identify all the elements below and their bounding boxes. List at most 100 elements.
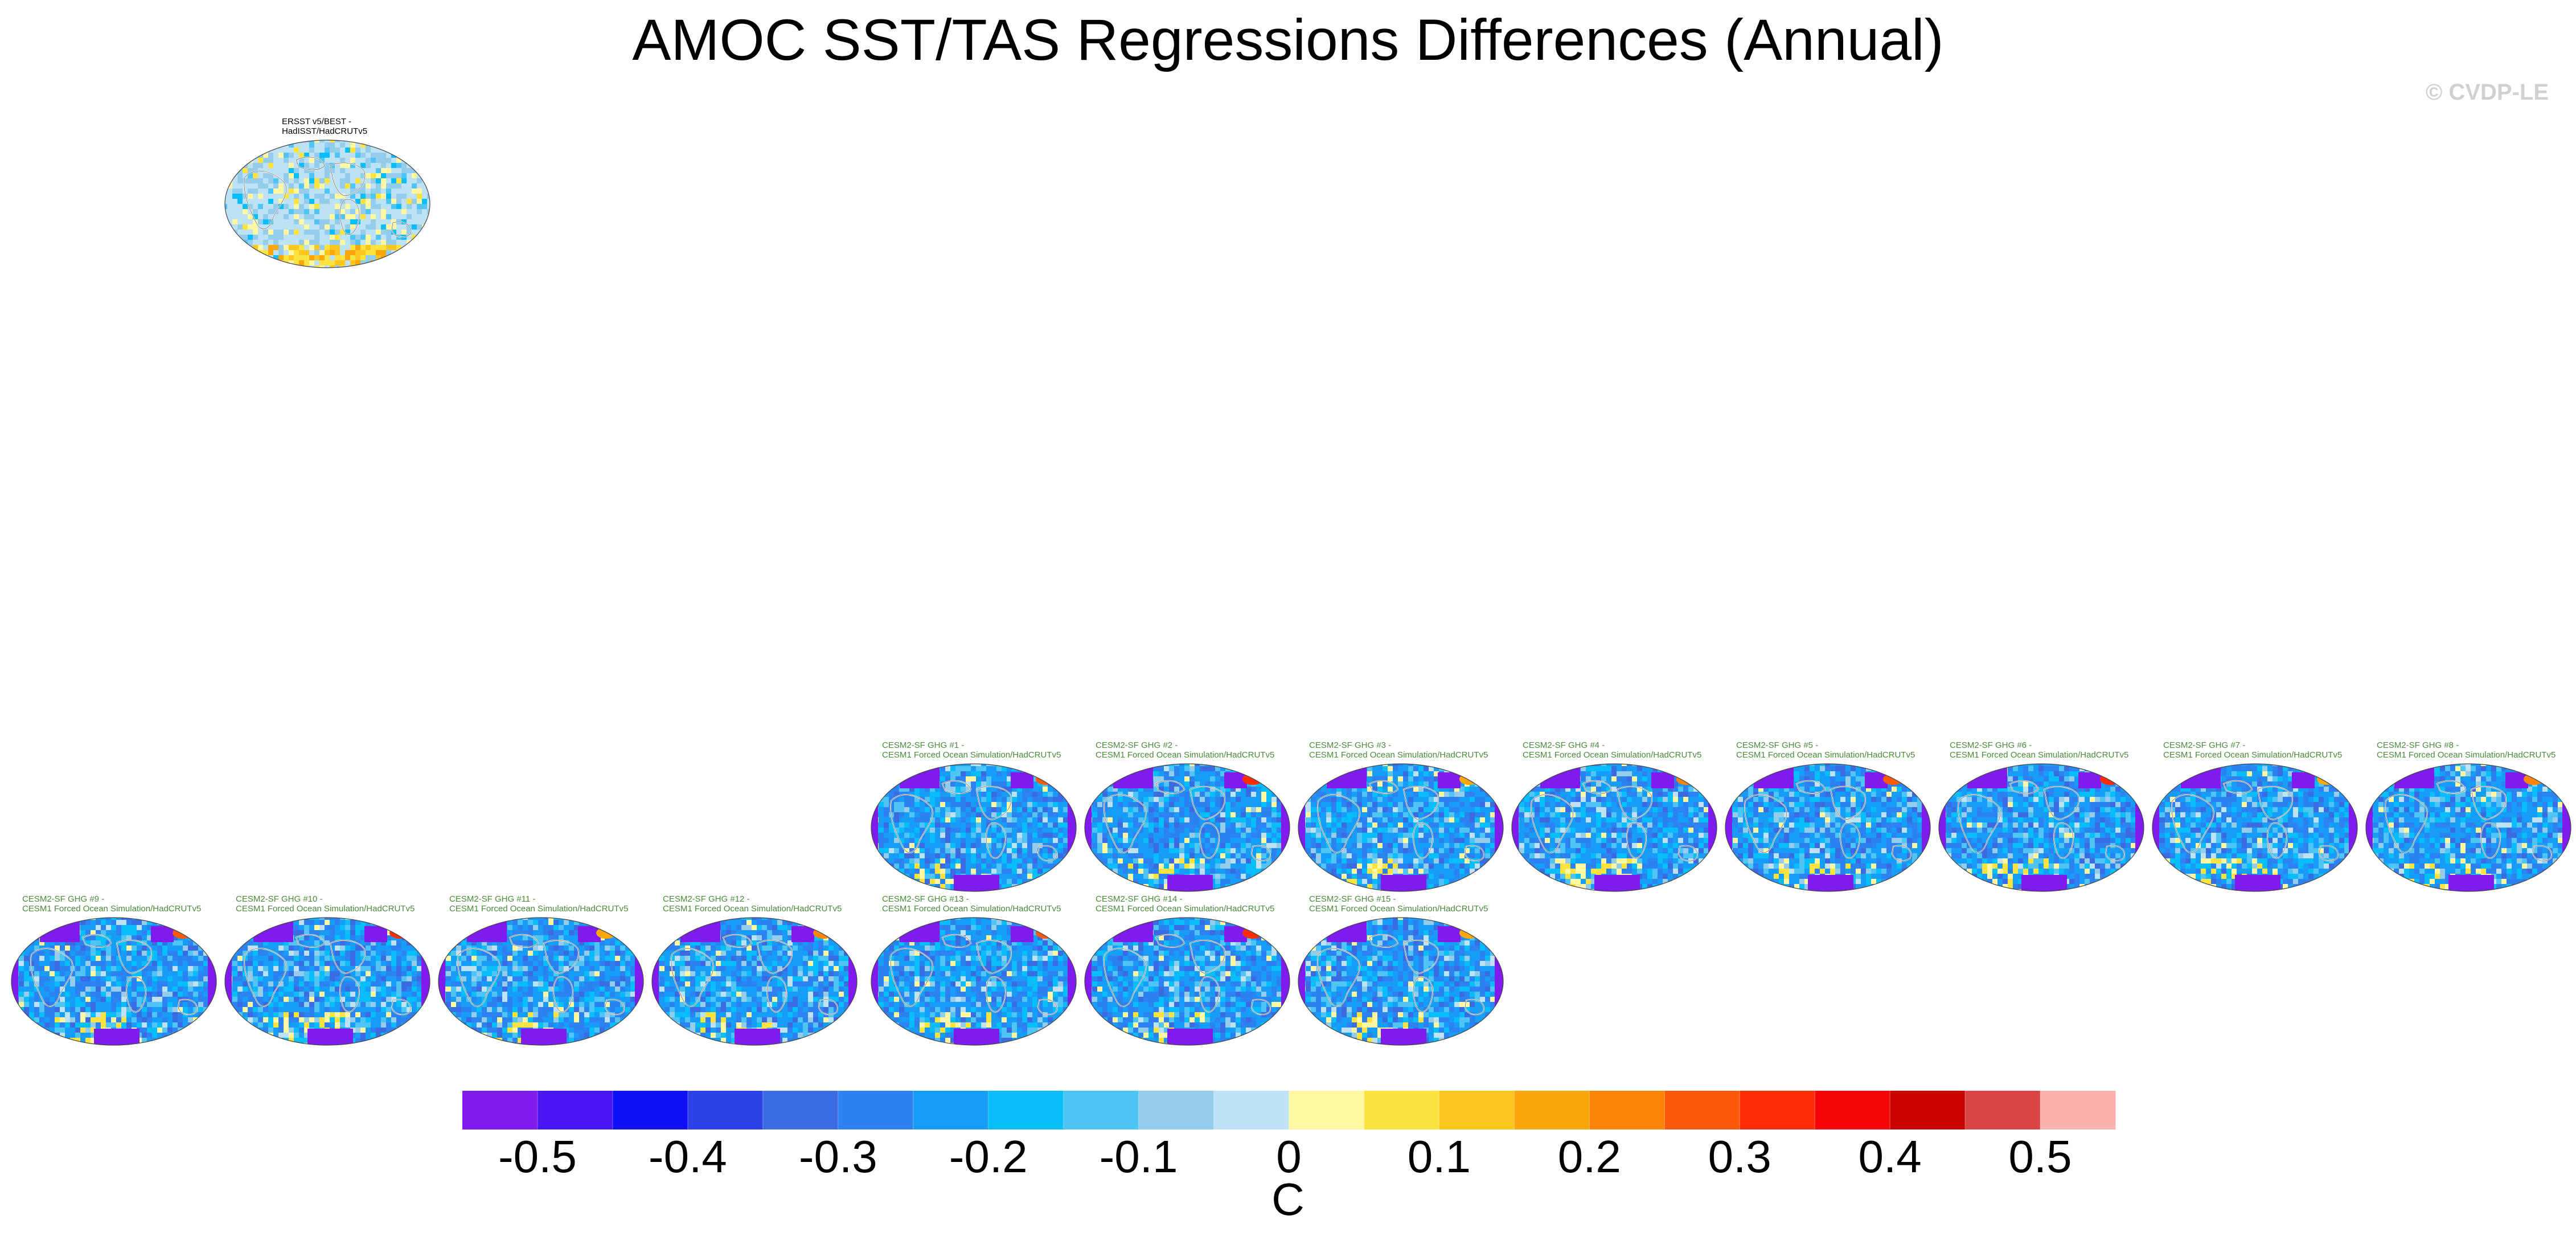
colorbar-tick-label: -0.1 [1099, 1131, 1178, 1182]
colorbar-tick-label: 0 [1276, 1131, 1302, 1182]
colorbar-units: C [1271, 1174, 1305, 1225]
credit-watermark: © CVDP-LE [2425, 80, 2549, 105]
colorbar-swatch [1965, 1091, 2041, 1129]
world-map-plot [1084, 763, 1290, 892]
colorbar-swatch [913, 1091, 989, 1129]
panel-label: CESM2-SF GHG #8 - CESM1 Forced Ocean Simu… [2377, 740, 2556, 760]
colorbar-tick-label: 0.1 [1407, 1131, 1471, 1182]
colorbar-swatch [2040, 1091, 2116, 1129]
colorbar-swatch [1213, 1091, 1289, 1129]
map-panel: CESM2-SF GHG #2 - CESM1 Forced Ocean Simu… [1082, 740, 1293, 894]
panel-label-line1: CESM2-SF GHG #12 - [663, 894, 750, 904]
world-map-plot [1511, 763, 1717, 892]
panel-label-line2: CESM1 Forced Ocean Simulation/HadCRUTv5 [1950, 750, 2129, 760]
map-panel: CESM2-SF GHG #10 - CESM1 Forced Ocean Sim… [222, 894, 433, 1048]
panel-label: CESM2-SF GHG #6 - CESM1 Forced Ocean Simu… [1950, 740, 2128, 760]
colorbar-swatch [1364, 1091, 1439, 1129]
map-panel: CESM2-SF GHG #14 - CESM1 Forced Ocean Sim… [1082, 894, 1293, 1048]
colorbar-swatch [687, 1091, 764, 1129]
panel-label-line1: CESM2-SF GHG #11 - [449, 894, 536, 904]
colorbar-swatch [988, 1091, 1064, 1129]
map-panel: CESM2-SF GHG #11 - CESM1 Forced Ocean Sim… [436, 894, 646, 1048]
world-map-plot [1725, 763, 1931, 892]
map-panel: CESM2-SF GHG #5 - CESM1 Forced Ocean Simu… [1722, 740, 1933, 894]
panel-label-line2: CESM1 Forced Ocean Simulation/HadCRUTv5 [882, 904, 1061, 914]
world-map-plot [1298, 763, 1504, 892]
map-panel: CESM2-SF GHG #13 - CESM1 Forced Ocean Sim… [868, 894, 1079, 1048]
world-map-plot [438, 917, 644, 1046]
world-map-plot [224, 140, 430, 268]
panel-label-line1: CESM2-SF GHG #1 - [882, 740, 965, 750]
panel-label-line2: CESM1 Forced Ocean Simulation/HadCRUTv5 [236, 904, 415, 914]
colorbar-swatch [1890, 1091, 1966, 1129]
panel-label: CESM2-SF GHG #9 - CESM1 Forced Ocean Simu… [22, 894, 201, 914]
colorbar-swatch [1664, 1091, 1740, 1129]
colorbar-tick-label: -0.2 [949, 1131, 1028, 1182]
colorbar-tick-label: 0.5 [2008, 1131, 2072, 1182]
colorbar-tick-label: 0.2 [1557, 1131, 1621, 1182]
panel-label-line2: CESM1 Forced Ocean Simulation/HadCRUTv5 [663, 904, 842, 914]
colorbar-swatch [462, 1091, 538, 1129]
map-panel: CESM2-SF GHG #3 - CESM1 Forced Ocean Simu… [1295, 740, 1506, 894]
panel-label-line1: CESM2-SF GHG #6 - [1950, 740, 2032, 750]
panel-label-line2: CESM1 Forced Ocean Simulation/HadCRUTv5 [1309, 904, 1488, 914]
panel-label-line1: CESM2-SF GHG #8 - [2377, 740, 2459, 750]
world-map-plot [871, 763, 1077, 892]
world-map-plot [2365, 763, 2571, 892]
colorbar-swatch [838, 1091, 914, 1129]
world-map-plot [1298, 917, 1504, 1046]
colorbar-swatch [1289, 1091, 1364, 1129]
world-map-plot [1084, 917, 1290, 1046]
panel-label-line1: CESM2-SF GHG #14 - [1096, 894, 1183, 904]
panel-label: CESM2-SF GHG #12 - CESM1 Forced Ocean Sim… [663, 894, 842, 914]
panel-label: CESM2-SF GHG #11 - CESM1 Forced Ocean Sim… [449, 894, 628, 914]
colorbar-swatch [1138, 1091, 1215, 1129]
colorbar-swatch [1815, 1091, 1890, 1129]
panel-label-line1: CESM2-SF GHG #9 - [22, 894, 105, 904]
colorbar-swatch [1063, 1091, 1139, 1129]
map-panel: CESM2-SF GHG #9 - CESM1 Forced Ocean Simu… [9, 894, 219, 1048]
colorbar-swatch [1740, 1091, 1815, 1129]
colorbar-swatch [1514, 1091, 1590, 1129]
map-panel: ERSST v5/BEST - HadISST/HadCRUTv5 [222, 117, 433, 271]
colorbar-tick-label: -0.5 [498, 1131, 577, 1182]
colorbar-swatch [1439, 1091, 1515, 1129]
colorbar-swatch [612, 1091, 688, 1129]
colorbar-swatch [537, 1091, 613, 1129]
panel-label-line1: CESM2-SF GHG #7 - [2163, 740, 2246, 750]
panel-label-line2: CESM1 Forced Ocean Simulation/HadCRUTv5 [449, 904, 629, 914]
panel-label: CESM2-SF GHG #3 - CESM1 Forced Ocean Simu… [1309, 740, 1488, 760]
map-panel: CESM2-SF GHG #1 - CESM1 Forced Ocean Simu… [868, 740, 1079, 894]
world-map-plot [224, 917, 430, 1046]
panel-label: CESM2-SF GHG #4 - CESM1 Forced Ocean Simu… [1523, 740, 1701, 760]
world-map-plot [11, 917, 217, 1046]
world-map-plot [1938, 763, 2144, 892]
colorbar-tick-label: -0.3 [798, 1131, 877, 1182]
panel-label: CESM2-SF GHG #5 - CESM1 Forced Ocean Simu… [1736, 740, 1915, 760]
figure-title: AMOC SST/TAS Regressions Differences (An… [632, 7, 1944, 72]
panel-label: CESM2-SF GHG #7 - CESM1 Forced Ocean Simu… [2163, 740, 2342, 760]
panel-label-line2: CESM1 Forced Ocean Simulation/HadCRUTv5 [1096, 750, 1275, 760]
map-panel: CESM2-SF GHG #6 - CESM1 Forced Ocean Simu… [1936, 740, 2147, 894]
map-panel: CESM2-SF GHG #15 - CESM1 Forced Ocean Sim… [1295, 894, 1506, 1048]
panel-label-line1: CESM2-SF GHG #3 - [1309, 740, 1392, 750]
panel-label-line2: CESM1 Forced Ocean Simulation/HadCRUTv5 [1523, 750, 1702, 760]
panel-label-line2: CESM1 Forced Ocean Simulation/HadCRUTv5 [1736, 750, 1915, 760]
colorbar-tick-label: 0.4 [1858, 1131, 1922, 1182]
panel-label-line1: CESM2-SF GHG #4 - [1523, 740, 1605, 750]
panel-label: CESM2-SF GHG #15 - CESM1 Forced Ocean Sim… [1309, 894, 1488, 914]
panel-label-line1: CESM2-SF GHG #2 - [1096, 740, 1178, 750]
panel-label-line2: CESM1 Forced Ocean Simulation/HadCRUTv5 [22, 904, 202, 914]
panel-label-line2: HadISST/HadCRUTv5 [282, 126, 368, 136]
panel-label: CESM2-SF GHG #1 - CESM1 Forced Ocean Simu… [882, 740, 1061, 760]
panel-label-line2: CESM1 Forced Ocean Simulation/HadCRUTv5 [1309, 750, 1488, 760]
world-map-plot [871, 917, 1077, 1046]
panel-label-line1: CESM2-SF GHG #10 - [236, 894, 323, 904]
map-panel: CESM2-SF GHG #7 - CESM1 Forced Ocean Simu… [2150, 740, 2360, 894]
panel-label-line2: CESM1 Forced Ocean Simulation/HadCRUTv5 [882, 750, 1061, 760]
map-panel: CESM2-SF GHG #8 - CESM1 Forced Ocean Simu… [2363, 740, 2574, 894]
world-map-plot [651, 917, 858, 1046]
colorbar-swatch [762, 1091, 839, 1129]
